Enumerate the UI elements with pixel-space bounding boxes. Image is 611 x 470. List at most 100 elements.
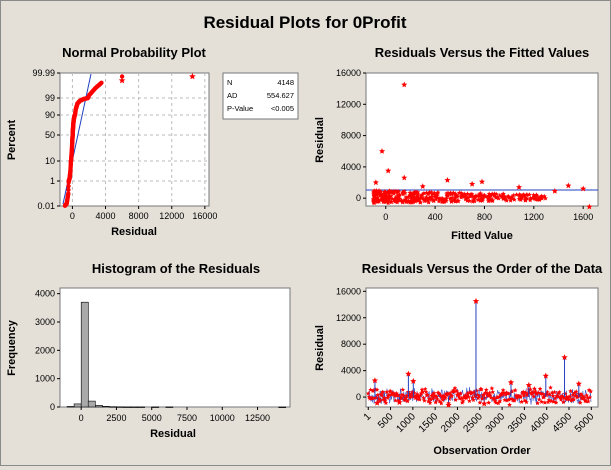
fv-point xyxy=(393,197,399,202)
fv-point xyxy=(473,194,478,199)
fv-point xyxy=(399,190,405,195)
fv-point xyxy=(385,200,391,206)
fv-point xyxy=(437,196,443,201)
ord-point xyxy=(496,400,501,406)
fv-point xyxy=(527,195,533,201)
ord-spike-point xyxy=(405,370,412,377)
fv-point xyxy=(388,193,394,199)
ord-point xyxy=(438,400,444,406)
ord-spike-point xyxy=(445,401,452,408)
fv-point xyxy=(524,192,529,197)
main-title: Residual Plots for 0Profit xyxy=(203,13,406,32)
ord-point xyxy=(483,387,489,392)
fv-point xyxy=(417,199,423,205)
npp-xtick-label: 4000 xyxy=(96,211,116,221)
npp-ytick-label: 10 xyxy=(45,156,55,166)
hist-ytick-label: 3000 xyxy=(35,317,55,327)
ord-point xyxy=(455,390,461,396)
npp-xtick-label: 0 xyxy=(70,211,75,221)
ord-point xyxy=(431,390,437,396)
fv-point xyxy=(415,193,421,198)
fv-point xyxy=(393,194,399,200)
ord-spike-point xyxy=(374,399,381,406)
ord-point xyxy=(520,389,526,394)
ord-xtick-label: 1 xyxy=(362,411,374,423)
ord-ytick-label: 0 xyxy=(356,392,361,402)
fv-point xyxy=(426,199,432,205)
ord-point xyxy=(580,393,585,399)
hist-bar xyxy=(102,406,110,408)
hist-ytick-label: 0 xyxy=(50,402,55,412)
ord-point xyxy=(385,395,390,400)
fv-point xyxy=(421,190,427,196)
ord-point xyxy=(572,390,577,395)
fv-point xyxy=(533,192,539,197)
npp-stats-box: N 4148 AD 554.627 P-Value <0.005 xyxy=(222,72,299,120)
ord-point xyxy=(507,402,512,407)
ord-point xyxy=(404,393,410,398)
ord-point xyxy=(383,400,389,405)
ord-point xyxy=(465,390,471,396)
ord-point xyxy=(386,392,392,397)
fv-point xyxy=(392,199,398,204)
fv-point xyxy=(375,194,381,200)
ord-point xyxy=(379,393,385,398)
ord-point xyxy=(375,392,381,397)
ord-point xyxy=(395,392,401,397)
fv-point xyxy=(450,197,456,203)
ord-spike-point xyxy=(525,381,532,388)
fv-point xyxy=(384,199,389,204)
ord-point xyxy=(422,398,427,403)
ord-point xyxy=(524,399,529,405)
ord-point xyxy=(365,391,371,396)
ord-ytick-label: 16000 xyxy=(336,286,361,296)
ord-point xyxy=(421,395,426,401)
ord-title: Residuals Versus the Order of the Data xyxy=(362,261,603,276)
npp-ylabel: Percent xyxy=(6,119,18,160)
fv-point xyxy=(431,198,436,204)
ord-point xyxy=(502,397,508,402)
fv-point xyxy=(489,191,495,197)
ord-point xyxy=(402,397,407,402)
ord-point xyxy=(433,399,439,405)
fv-point xyxy=(441,197,447,203)
npp-ytick-label: 99 xyxy=(45,93,55,103)
fv-point xyxy=(586,203,593,210)
fv-point xyxy=(491,192,497,197)
fv-point xyxy=(469,180,476,187)
npp-xlabel: Residual xyxy=(111,226,157,238)
ord-xtick-label: 2000 xyxy=(439,411,463,435)
fv-point xyxy=(459,193,465,199)
ord-point xyxy=(471,389,477,395)
fv-point xyxy=(533,196,539,201)
fv-point xyxy=(374,191,380,197)
fv-point xyxy=(526,192,532,197)
order-panel: Residuals Versus the Order of the Data 0… xyxy=(314,261,603,457)
fv-point xyxy=(377,191,383,197)
fv-point xyxy=(464,198,470,203)
fv-point xyxy=(443,198,449,204)
ord-xtick-label: 1000 xyxy=(394,411,418,435)
hist-xlabel: Residual xyxy=(150,428,196,440)
ord-point xyxy=(553,400,559,405)
fv-point xyxy=(452,198,458,204)
ord-point xyxy=(548,385,553,390)
npp-ytick-label: 99.99 xyxy=(32,68,55,78)
npp-stat-n: 4148 xyxy=(277,78,294,87)
fv-point xyxy=(458,190,464,196)
npp-outlier-point xyxy=(189,73,196,80)
fv-point xyxy=(444,177,451,183)
ord-point xyxy=(414,391,420,397)
ord-point xyxy=(557,389,562,395)
fv-point xyxy=(420,192,425,197)
fv-point xyxy=(516,196,522,202)
fitted-values-panel: Residuals Versus the Fitted Values 04000… xyxy=(314,45,599,242)
ord-point xyxy=(582,398,588,403)
fv-point xyxy=(393,188,399,194)
fv-point xyxy=(374,198,380,203)
npp-ytick-label: 0.01 xyxy=(37,201,55,211)
ord-ytick-label: 12000 xyxy=(336,313,361,323)
fv-point xyxy=(539,195,545,201)
fv-point xyxy=(419,183,426,189)
ord-point xyxy=(417,397,422,402)
